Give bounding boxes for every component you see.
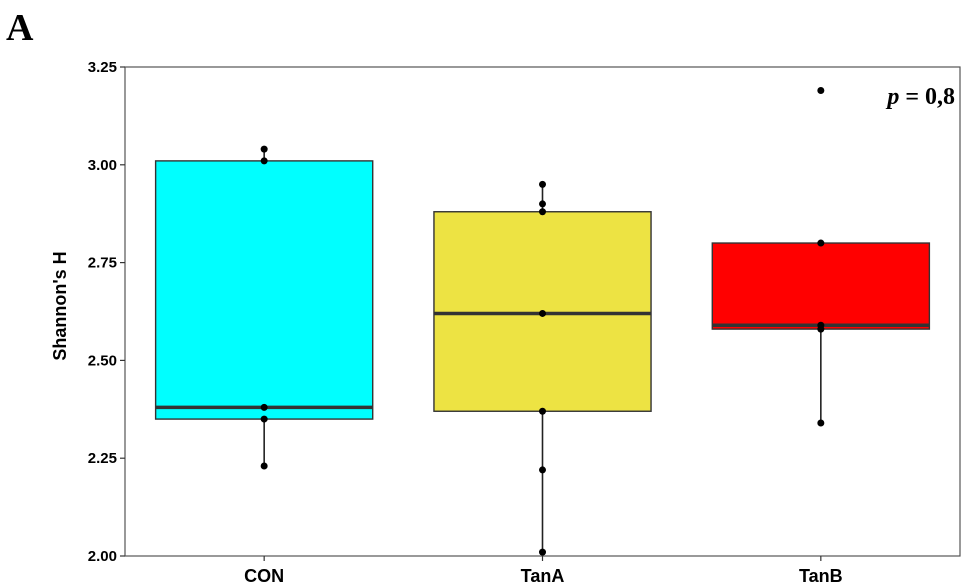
data-point-tana	[539, 208, 546, 216]
box-tanb	[711, 242, 931, 330]
data-point-tana	[539, 309, 546, 317]
y-tick-label: 3.00	[88, 157, 117, 174]
data-point-con	[260, 145, 268, 153]
y-tick-label: 2.50	[88, 352, 117, 369]
data-point-tana	[539, 407, 546, 415]
data-point-tana	[539, 200, 546, 208]
y-tick-label: 2.25	[88, 450, 117, 467]
data-point-tanb	[817, 419, 825, 427]
data-point-tana	[539, 180, 546, 188]
x-category-label: CON	[244, 566, 284, 586]
panel-label: A	[6, 7, 34, 49]
box-con	[154, 160, 374, 420]
data-point-con	[260, 157, 268, 165]
data-point-tanb	[817, 239, 825, 247]
y-tick-label: 2.75	[88, 255, 117, 272]
data-point-tanb	[817, 321, 825, 329]
data-point-con	[260, 403, 268, 411]
x-category-label: TanB	[799, 566, 843, 586]
y-tick-label: 3.25	[88, 59, 117, 76]
plot-area: 2.00 2.25 2.50 2.75 3.00 3.25 CON TanA TanB	[88, 59, 961, 586]
data-point-con	[260, 462, 268, 470]
data-point-tana	[539, 548, 546, 556]
x-category-label: TanA	[521, 566, 565, 586]
p-value-annotation: p = 0,8	[885, 84, 955, 110]
y-axis-title: Shannon's H	[50, 251, 70, 360]
data-point-tanb	[817, 86, 825, 94]
data-point-tana	[539, 466, 546, 474]
p-symbol: p	[885, 84, 899, 110]
y-tick-label: 2.00	[88, 548, 117, 565]
p-value-text: = 0,8	[899, 84, 955, 110]
data-point-con	[260, 415, 268, 423]
